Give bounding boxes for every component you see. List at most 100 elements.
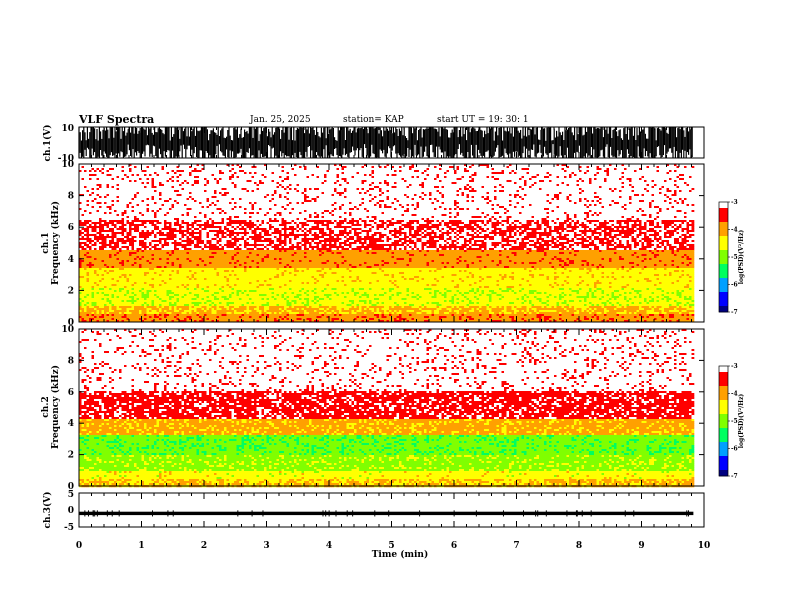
spectrogram-cell xyxy=(559,172,562,175)
spectrogram-cell xyxy=(264,176,267,179)
spectrogram-cell xyxy=(181,186,185,189)
spectrogram-cell xyxy=(504,172,507,175)
spectrogram-cell xyxy=(391,164,395,167)
spectrogram-cell xyxy=(666,170,670,173)
spectrogram-cell xyxy=(354,196,357,199)
spectrogram-cell xyxy=(464,166,467,169)
spectrogram-cell xyxy=(259,184,262,187)
spectrogram-cell xyxy=(156,184,160,187)
spectrogram-cell xyxy=(161,176,165,179)
spectrogram-cell xyxy=(511,178,515,181)
spectrogram-cell xyxy=(276,174,280,177)
spectrogram-cell xyxy=(611,164,615,167)
spectrogram-cell xyxy=(91,168,95,171)
spectrogram-cell xyxy=(684,196,687,199)
spectrogram-cell xyxy=(546,186,550,189)
spectrogram-cell xyxy=(404,196,407,199)
spectrogram-cell xyxy=(686,178,690,181)
spectrogram-cell xyxy=(416,184,420,187)
spectrogram-cell xyxy=(229,176,232,179)
spectrogram-cell xyxy=(321,192,325,195)
spectrogram-cell xyxy=(326,198,330,201)
spectrogram-cell xyxy=(91,200,95,203)
spectrogram-cell xyxy=(126,174,130,177)
spectrogram-cell xyxy=(276,178,280,181)
spectrogram-cell xyxy=(424,198,427,201)
spectrogram-cell xyxy=(261,178,265,181)
spectrogram-cell xyxy=(544,178,547,181)
spectrogram-cell xyxy=(236,176,240,179)
spectrogram-cell xyxy=(196,198,200,201)
spectrogram-cell xyxy=(441,180,445,183)
spectrogram-cell xyxy=(386,186,390,189)
spectrogram-cell xyxy=(444,198,447,201)
spectrogram-cell xyxy=(556,180,560,183)
spectrogram-cell xyxy=(481,172,485,175)
spectrogram-cell xyxy=(301,198,305,201)
spectrogram-cell xyxy=(231,188,235,191)
spectrogram-cell xyxy=(84,172,87,175)
spectrogram-cell xyxy=(266,190,270,193)
spectrogram-cell xyxy=(256,166,260,169)
spectrogram-cell xyxy=(359,188,362,191)
spectrogram-cell xyxy=(601,164,605,167)
spectrogram-cell xyxy=(541,182,545,185)
spectrogram-cell xyxy=(489,192,492,195)
spectrogram-cell xyxy=(489,168,492,171)
spectrogram-cell xyxy=(414,172,417,175)
spectrogram-cell xyxy=(321,168,325,171)
spectrogram-cell xyxy=(124,180,127,183)
spectrogram-cell xyxy=(141,170,145,173)
spectrogram-cell xyxy=(356,198,360,201)
spectrogram-cell xyxy=(106,182,110,185)
spectrogram-cell xyxy=(181,166,185,169)
spectrogram-cell xyxy=(481,174,485,177)
spectrogram-cell xyxy=(401,178,405,181)
spectrogram-cell xyxy=(89,190,92,193)
spectrogram-cell xyxy=(491,192,495,195)
spectrogram-cell xyxy=(671,182,675,185)
spectrogram-cell xyxy=(634,166,637,169)
spectrogram-cell xyxy=(381,186,385,189)
spectrogram-cell xyxy=(266,178,270,181)
spectrogram-cell xyxy=(344,198,347,201)
spectrogram-cell xyxy=(121,192,125,195)
spectrogram-cell xyxy=(386,176,390,179)
spectrogram-cell xyxy=(641,194,645,197)
spectrogram-cell xyxy=(594,166,597,169)
spectrogram-cell xyxy=(674,172,677,175)
spectrogram-cell xyxy=(199,164,202,167)
spectrogram-cell xyxy=(279,198,282,201)
spectrogram-cell xyxy=(624,190,627,193)
spectrogram-cell xyxy=(619,176,622,179)
spectrogram-cell xyxy=(604,168,607,171)
spectrogram-cell xyxy=(179,178,182,181)
spectrogram-cell xyxy=(179,188,182,191)
spectrogram-cell xyxy=(476,166,480,169)
spectrogram-cell xyxy=(284,196,287,199)
spectrogram-cell xyxy=(129,166,132,169)
spectrogram-cell xyxy=(661,182,665,185)
spectrogram-cell xyxy=(159,168,162,171)
spectrogram-cell xyxy=(396,196,400,199)
spectrogram-cell xyxy=(331,184,335,187)
spectrogram-cell xyxy=(296,168,300,171)
spectrogram-cell xyxy=(86,182,90,185)
spectrogram-cell xyxy=(271,172,275,175)
spectrogram-cell xyxy=(541,192,545,195)
spectrogram-cell xyxy=(229,164,232,167)
spectrogram-cell xyxy=(376,194,380,197)
spectrogram-cell xyxy=(189,170,192,173)
spectrogram-cell xyxy=(161,196,165,199)
spectrogram-cell xyxy=(546,178,550,181)
spectrogram-cell xyxy=(604,176,607,179)
spectrogram-cell xyxy=(556,194,560,197)
spectrogram-cell xyxy=(506,164,510,167)
spectrogram-cell xyxy=(179,186,182,189)
spectrogram-cell xyxy=(406,186,410,189)
spectrogram-cell xyxy=(171,184,175,187)
spectrogram-cell xyxy=(339,198,342,201)
spectrogram-cell xyxy=(311,178,315,181)
spectrogram-cell xyxy=(106,196,110,199)
spectrogram-cell xyxy=(149,188,152,191)
